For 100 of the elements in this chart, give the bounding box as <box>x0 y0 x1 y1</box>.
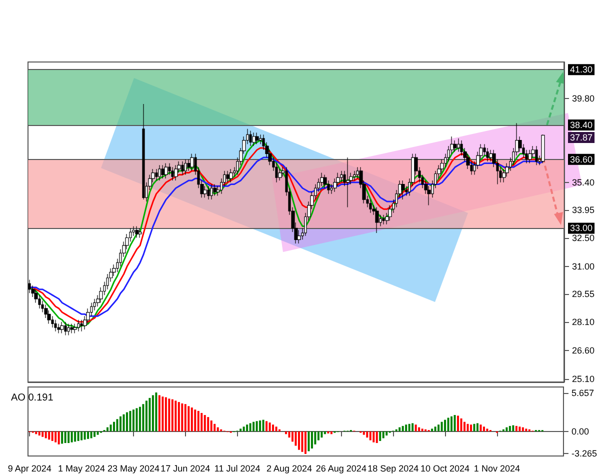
bar <box>482 426 485 432</box>
candlestick <box>77 320 80 332</box>
bar <box>162 396 164 432</box>
bar <box>324 431 326 434</box>
bar <box>268 422 271 432</box>
bar <box>74 431 76 442</box>
bar <box>275 426 278 432</box>
bar <box>240 428 242 432</box>
bar <box>440 422 443 432</box>
candlestick <box>541 134 545 164</box>
bar <box>320 431 323 438</box>
bar <box>207 417 210 432</box>
bar <box>35 431 38 434</box>
x-tick-label: 1 May 2024 <box>58 464 106 474</box>
ref-line-label: 33.00 <box>570 223 593 234</box>
bar <box>106 427 109 432</box>
bar <box>216 427 219 432</box>
bar <box>317 431 320 440</box>
candlestick <box>54 320 57 332</box>
candlestick <box>80 320 83 332</box>
ref-line-label: 38.40 <box>570 120 593 130</box>
bar <box>460 418 462 432</box>
y-tick-label: 29.55 <box>572 289 595 300</box>
bar <box>116 419 118 432</box>
candlestick <box>158 164 161 181</box>
candlestick <box>210 184 213 200</box>
bar <box>414 424 417 432</box>
bar <box>68 431 70 444</box>
bar <box>94 431 96 437</box>
bar <box>181 403 184 432</box>
bar <box>126 412 128 432</box>
candlestick <box>346 157 350 208</box>
candlestick <box>252 132 256 146</box>
bar <box>447 418 450 432</box>
bar <box>132 410 134 432</box>
candlestick <box>73 323 77 334</box>
x-tick-label: 18 Sep 2024 <box>368 464 419 474</box>
candlestick <box>382 214 385 225</box>
candlestick <box>161 164 165 179</box>
bar <box>87 431 90 439</box>
bar <box>382 431 384 438</box>
bar <box>204 415 206 432</box>
candlestick <box>486 148 489 162</box>
candlestick <box>171 166 174 181</box>
bar <box>122 414 125 432</box>
candlestick <box>340 170 343 183</box>
bar <box>405 424 408 432</box>
bar <box>308 431 310 452</box>
bar <box>136 408 138 432</box>
bar <box>70 431 73 442</box>
bar <box>438 424 440 432</box>
bar <box>61 431 64 444</box>
bar <box>138 406 141 432</box>
bar <box>129 410 132 432</box>
y-tick-label: 39.80 <box>572 93 595 104</box>
text: 37.87 <box>570 132 593 142</box>
bar <box>84 431 86 440</box>
bar <box>272 424 274 432</box>
bar <box>515 426 518 432</box>
bar <box>42 431 44 437</box>
y-tick-label: -3.265 <box>571 448 598 459</box>
y-tick-label: 5.657 <box>571 388 594 398</box>
bar <box>476 423 478 432</box>
bar <box>77 431 80 441</box>
bar <box>304 431 306 454</box>
bar <box>155 392 158 432</box>
text: AO 0.191 <box>11 392 54 404</box>
candlestick <box>369 199 372 214</box>
bar <box>408 424 410 432</box>
bar <box>464 422 466 432</box>
bar <box>362 431 365 435</box>
ref-line-label: 36.60 <box>570 154 593 164</box>
candlestick <box>375 206 379 234</box>
bar <box>54 431 57 442</box>
candlestick <box>70 323 74 334</box>
bar <box>310 431 313 448</box>
bar <box>197 410 200 432</box>
bar <box>178 402 180 432</box>
bar <box>444 420 446 432</box>
bar <box>366 431 368 438</box>
candlestick <box>135 226 139 238</box>
candlestick <box>174 164 178 181</box>
bar <box>470 424 472 432</box>
bar <box>164 397 167 432</box>
bar <box>266 421 268 432</box>
bar <box>262 420 264 432</box>
x-tick-label: 11 Jul 2024 <box>214 464 260 474</box>
bar <box>421 428 424 432</box>
ref-line-label: 41.30 <box>570 64 593 75</box>
bar <box>80 431 83 440</box>
y-tick-label: 32.50 <box>572 232 595 243</box>
bar <box>152 395 154 432</box>
bar <box>48 431 50 440</box>
bar <box>64 431 66 444</box>
bar <box>386 431 388 436</box>
y-tick-label: 33.95 <box>572 205 595 216</box>
bar <box>145 400 148 432</box>
bar <box>119 416 122 432</box>
candlestick <box>229 168 233 183</box>
x-tick-label: 23 May 2024 <box>107 464 160 474</box>
